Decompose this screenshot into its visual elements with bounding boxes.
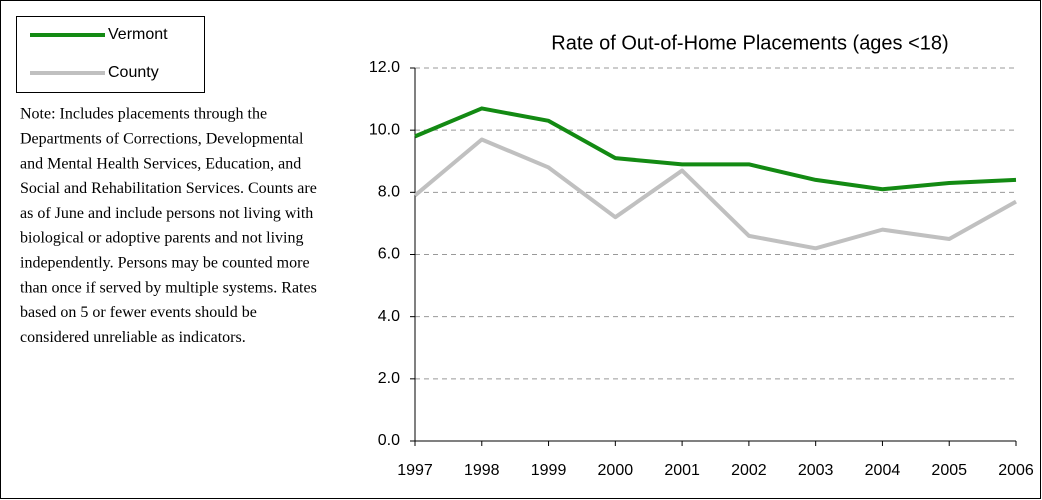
y-tick-label: 8.0	[378, 184, 400, 201]
y-tick-label: 12.0	[369, 59, 400, 76]
note-line: Departments of Corrections, Developmenta…	[20, 130, 304, 147]
x-tick-label: 1998	[464, 462, 500, 479]
x-tick-label: 2001	[664, 462, 700, 479]
note-line: Note: Includes placements through the	[20, 106, 267, 123]
note-line: Social and Rehabilitation Services. Coun…	[20, 180, 317, 197]
legend-box	[16, 16, 205, 93]
note-line: as of June and include persons not livin…	[20, 205, 313, 222]
x-tick-label: 2003	[798, 462, 834, 479]
x-tick-label: 2004	[865, 462, 901, 479]
legend-label: County	[108, 64, 159, 81]
series-line	[413, 137, 1017, 251]
note-line: considered unreliable as indicators.	[20, 329, 246, 346]
x-tick-label: 1999	[531, 462, 567, 479]
chart-title: Rate of Out-of-Home Placements (ages <18…	[551, 32, 948, 54]
note-line: biological or adoptive parents and not l…	[20, 230, 304, 247]
note-line: and Mental Health Services, Education, a…	[20, 155, 301, 172]
y-tick-label: 4.0	[378, 308, 400, 325]
x-tick-label: 2005	[931, 462, 967, 479]
note-line: than once if served by multiple systems.…	[20, 279, 317, 296]
y-tick-label: 0.0	[378, 432, 400, 449]
legend-label: Vermont	[108, 26, 168, 43]
note-line: based on 5 or fewer events should be	[20, 304, 257, 321]
y-tick-label: 6.0	[378, 246, 400, 263]
x-tick-label: 1997	[397, 462, 433, 479]
y-tick-label: 2.0	[378, 370, 400, 387]
note-line: independently. Persons may be counted mo…	[20, 254, 310, 271]
x-tick-label: 2006	[998, 462, 1034, 479]
y-tick-label: 10.0	[369, 121, 400, 138]
x-tick-label: 2002	[731, 462, 767, 479]
x-tick-label: 2000	[598, 462, 634, 479]
series-line	[414, 106, 1017, 192]
